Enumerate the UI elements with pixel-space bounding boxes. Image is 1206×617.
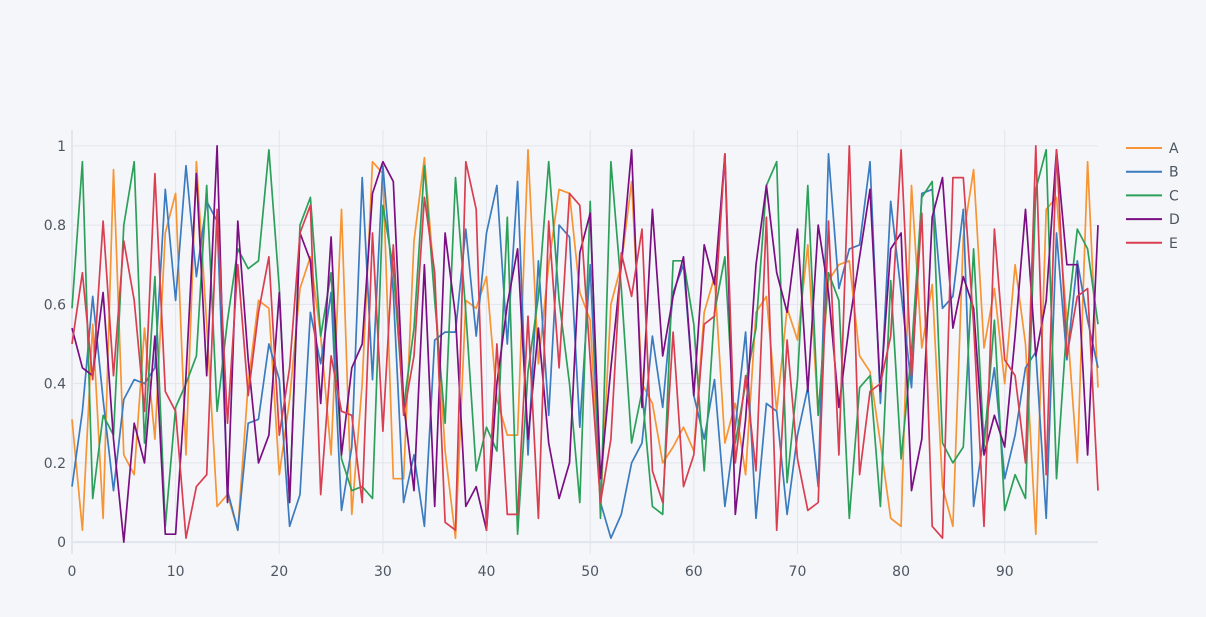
legend-label: A [1169,141,1179,157]
legend-item-d[interactable]: D [1126,212,1180,228]
x-tick-label: 30 [374,564,392,580]
x-tick-label: 50 [581,564,599,580]
legend-item-b[interactable]: B [1126,165,1179,181]
y-tick-label: 0.6 [44,297,66,313]
legend-item-c[interactable]: C [1126,188,1179,204]
y-tick-label: 0.4 [44,377,66,393]
legend-label: B [1169,165,1179,181]
x-tick-label: 80 [892,564,910,580]
y-tick-label: 0 [57,535,66,551]
x-tick-label: 40 [478,564,496,580]
legend-item-e[interactable]: E [1126,236,1178,252]
x-tick-label: 0 [68,564,77,580]
legend-label: E [1169,236,1178,252]
x-tick-label: 10 [167,564,185,580]
legend-label: C [1169,188,1179,204]
series-line-d [71,145,1099,543]
series-lines [71,145,1099,543]
x-tick-label: 60 [685,564,703,580]
x-tick-label: 20 [270,564,288,580]
legend-label: D [1169,212,1180,228]
y-tick-label: 1 [57,139,66,155]
y-tick-label: 0.8 [44,218,66,234]
y-axis-ticks: 0 0.2 0.4 0.6 0.8 1 [44,139,66,551]
series-line-e [71,145,1099,539]
x-axis-ticks: 0 10 20 30 40 50 60 70 80 90 [68,564,1014,580]
series-line-c [71,148,1099,536]
y-tick-label: 0.2 [44,456,66,472]
legend-item-a[interactable]: A [1126,141,1179,157]
x-tick-label: 70 [789,564,807,580]
x-tick-label: 90 [996,564,1014,580]
